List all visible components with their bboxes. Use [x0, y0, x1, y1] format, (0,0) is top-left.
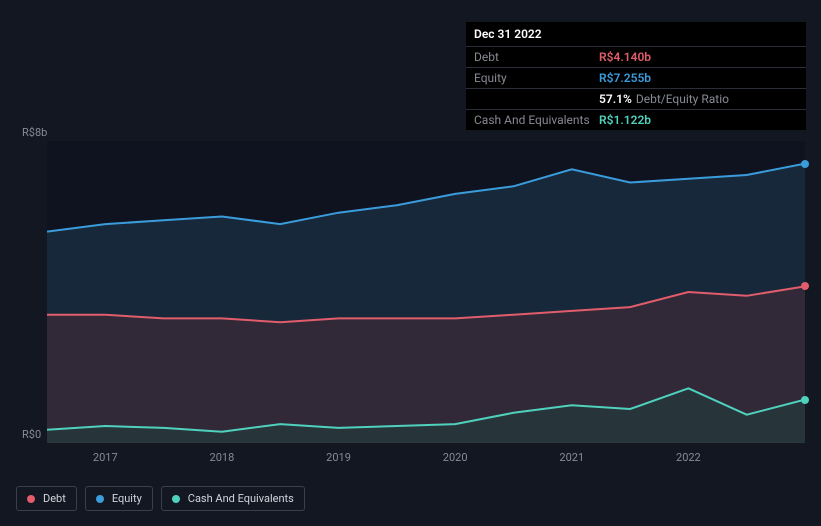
tooltip-extra: Debt/Equity Ratio: [636, 93, 729, 105]
legend-dot-icon: [172, 495, 180, 503]
tooltip-label: [474, 93, 599, 105]
legend-dot-icon: [27, 495, 35, 503]
tooltip-label: Equity: [474, 72, 599, 84]
tooltip-value: R$1.122b: [599, 114, 651, 126]
tooltip-value: R$7.255b: [599, 72, 651, 84]
tooltip: Dec 31 2022 DebtR$4.140bEquityR$7.255b57…: [466, 22, 806, 130]
chart-svg: [47, 141, 805, 443]
y-axis-label-top: R$8b: [22, 126, 47, 139]
tooltip-row: DebtR$4.140b: [466, 46, 806, 67]
tooltip-row: 57.1% Debt/Equity Ratio: [466, 88, 806, 109]
tooltip-value: R$4.140b: [599, 51, 651, 63]
tooltip-date: Dec 31 2022: [466, 22, 806, 46]
chart-plot[interactable]: [47, 141, 805, 443]
tooltip-row: Cash And EquivalentsR$1.122b: [466, 109, 806, 130]
series-end-dot-equity: [801, 160, 809, 168]
x-axis-label: 2017: [93, 451, 118, 464]
series-end-dot-debt: [801, 282, 809, 290]
tooltip-label: Cash And Equivalents: [474, 114, 599, 126]
tooltip-value: 57.1%: [599, 93, 632, 105]
tooltip-row: EquityR$7.255b: [466, 67, 806, 88]
legend: Debt Equity Cash And Equivalents: [16, 486, 305, 511]
series-end-dot-cash-and-equivalents: [801, 396, 809, 404]
legend-item-equity[interactable]: Equity: [85, 486, 153, 511]
tooltip-label: Debt: [474, 51, 599, 63]
legend-item-cash-and-equivalents[interactable]: Cash And Equivalents: [161, 486, 305, 511]
x-axis-label: 2020: [443, 451, 468, 464]
legend-label: Cash And Equivalents: [188, 492, 294, 505]
x-axis-label: 2022: [676, 451, 701, 464]
legend-label: Equity: [112, 492, 142, 505]
x-axis-label: 2018: [210, 451, 235, 464]
x-axis-label: 2019: [326, 451, 351, 464]
legend-item-debt[interactable]: Debt: [16, 486, 77, 511]
legend-dot-icon: [96, 495, 104, 503]
legend-label: Debt: [43, 492, 66, 505]
x-axis-label: 2021: [559, 451, 584, 464]
y-axis-label-bottom: R$0: [22, 428, 41, 441]
